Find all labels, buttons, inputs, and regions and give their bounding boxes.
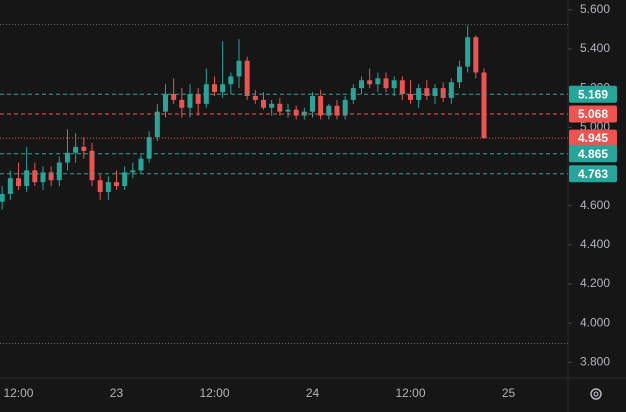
candle-body [309, 95, 315, 112]
price-level-box [569, 165, 617, 183]
candle-body [105, 182, 111, 192]
candle-body [407, 94, 413, 100]
candle-body [171, 94, 177, 100]
price-level-label: 5.169 [578, 87, 608, 101]
candle-body [269, 103, 275, 108]
candle-body [138, 158, 144, 171]
candle-body [220, 84, 226, 93]
y-tick-label: 4.600 [580, 198, 610, 212]
candle-body [399, 80, 405, 95]
x-tick-label: 12:00 [395, 386, 425, 400]
candle-body [211, 84, 217, 93]
candle-body [56, 162, 62, 181]
price-level-box [569, 105, 617, 123]
candle-body [456, 66, 462, 83]
candle-body [122, 172, 128, 187]
price-level-box [569, 129, 617, 147]
x-tick-label: 24 [306, 386, 320, 400]
candle-body [40, 172, 46, 183]
price-level-label: 5.068 [578, 107, 608, 121]
candle-body [73, 146, 79, 153]
candle-body [448, 82, 454, 98]
price-level-box [569, 85, 617, 103]
y-tick-label: 4.400 [580, 237, 610, 251]
candle-body [318, 95, 324, 116]
candle-body [367, 80, 373, 85]
candle-body [391, 80, 397, 89]
candle-body [228, 76, 234, 85]
candle-body [440, 88, 446, 98]
candle-body [7, 178, 13, 194]
candle-body [285, 109, 291, 112]
candle-body [154, 111, 160, 138]
candle-body [195, 94, 201, 104]
candle-body [342, 99, 348, 116]
candle-body [81, 146, 87, 151]
candle-body [473, 37, 479, 73]
candle-body [48, 172, 54, 181]
candle-body [334, 105, 340, 116]
x-tick-label: 25 [502, 386, 516, 400]
candle-body [465, 37, 471, 67]
candle-body [481, 72, 487, 139]
candle-body [0, 193, 5, 202]
candle-body [89, 150, 95, 181]
price-level-label: 4.865 [578, 147, 608, 161]
candle-body [130, 170, 136, 173]
candle-body [293, 109, 299, 116]
candle-body [375, 78, 381, 85]
candle-body [383, 78, 389, 89]
settings-icon[interactable] [590, 388, 602, 400]
y-tick-label: 4.200 [580, 276, 610, 290]
candle-body [236, 60, 242, 77]
candle-body [432, 88, 438, 96]
y-tick-label: 5.400 [580, 41, 610, 55]
y-tick-label: 4.000 [580, 315, 610, 329]
candle-body [15, 178, 21, 187]
candle-body [32, 170, 38, 183]
candle-body [64, 152, 70, 163]
x-tick-label: 12:00 [3, 386, 33, 400]
candle-body [424, 88, 430, 96]
candle-body [277, 103, 283, 112]
candle-body [326, 105, 332, 116]
candle-body [244, 60, 250, 96]
y-tick-label: 3.800 [580, 355, 610, 369]
candle-body [146, 137, 152, 159]
candle-body [358, 80, 364, 89]
y-tick-label: 5.600 [580, 2, 610, 16]
candle-body [252, 95, 258, 100]
price-level-box [569, 145, 617, 163]
candle-body [113, 182, 119, 187]
price-level-label: 4.945 [578, 131, 608, 145]
x-tick-label: 12:00 [199, 386, 229, 400]
price-level-label: 4.763 [578, 167, 608, 181]
candle-body [97, 180, 103, 192]
candle-body [24, 170, 30, 187]
candle-body [260, 99, 266, 108]
candle-body [179, 99, 185, 108]
candle-body [162, 94, 168, 112]
candle-body [416, 88, 422, 100]
candle-body [187, 94, 193, 108]
x-tick-label: 23 [110, 386, 124, 400]
